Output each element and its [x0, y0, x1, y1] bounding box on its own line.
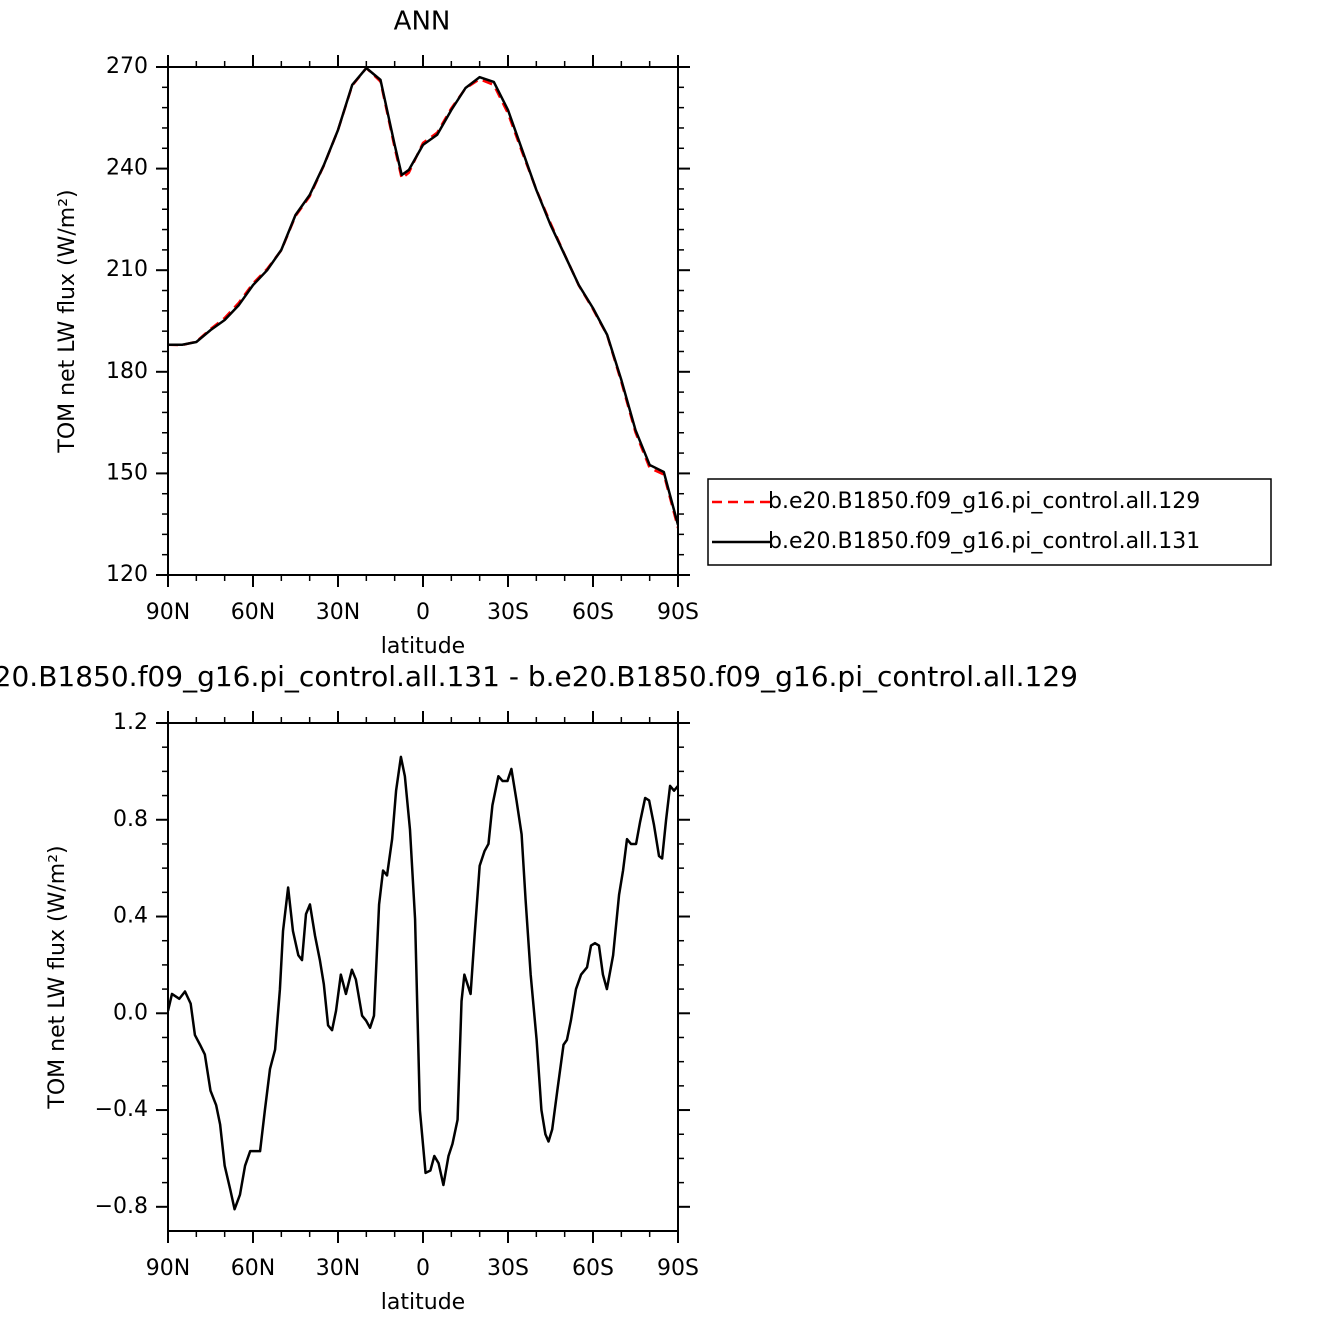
- x-tick-label: 60N: [231, 600, 275, 625]
- y-axis-label: TOM net LW flux (W/m²): [45, 845, 70, 1109]
- x-tick-label: 30S: [487, 1256, 529, 1281]
- plot-frame: [167, 66, 679, 576]
- series-line: [168, 67, 678, 526]
- y-tick-label: 270: [106, 54, 148, 79]
- chart-title: b.e20.B1850.f09_g16.pi_control.all.131 -…: [0, 660, 1078, 693]
- y-axis-label: TOM net LW flux (W/m²): [55, 189, 80, 453]
- x-axis-label: latitude: [381, 634, 465, 659]
- legend-label: b.e20.B1850.f09_g16.pi_control.all.129: [768, 489, 1200, 514]
- y-tick-label: 1.2: [113, 710, 148, 735]
- y-tick-label: 0.0: [113, 1000, 148, 1025]
- x-tick-label: 90N: [146, 1256, 190, 1281]
- y-tick-label: −0.4: [95, 1097, 148, 1122]
- legend-label: b.e20.B1850.f09_g16.pi_control.all.131: [768, 529, 1200, 554]
- y-tick-label: 210: [106, 257, 148, 282]
- x-tick-label: 60S: [572, 600, 614, 625]
- x-tick-label: 90S: [657, 1256, 699, 1281]
- x-tick-label: 60S: [572, 1256, 614, 1281]
- x-tick-label: 60N: [231, 1256, 275, 1281]
- x-axis-label: latitude: [381, 1290, 465, 1315]
- x-tick-label: 0: [416, 600, 430, 625]
- plot-frame: [167, 722, 679, 1232]
- x-tick-label: 90N: [146, 600, 190, 625]
- series-line: [168, 755, 678, 1211]
- legend-box: [707, 478, 1272, 566]
- y-tick-label: 180: [106, 359, 148, 384]
- y-tick-label: 120: [106, 562, 148, 587]
- y-tick-label: −0.8: [95, 1194, 148, 1219]
- x-tick-label: 90S: [657, 600, 699, 625]
- x-tick-label: 30N: [316, 600, 360, 625]
- x-tick-label: 30N: [316, 1256, 360, 1281]
- y-tick-label: 150: [106, 460, 148, 485]
- y-tick-label: 0.8: [113, 807, 148, 832]
- chart-title: ANN: [394, 7, 451, 37]
- x-tick-label: 0: [416, 1256, 430, 1281]
- y-tick-label: 0.4: [113, 904, 148, 929]
- y-tick-label: 240: [106, 156, 148, 181]
- x-tick-label: 30S: [487, 600, 529, 625]
